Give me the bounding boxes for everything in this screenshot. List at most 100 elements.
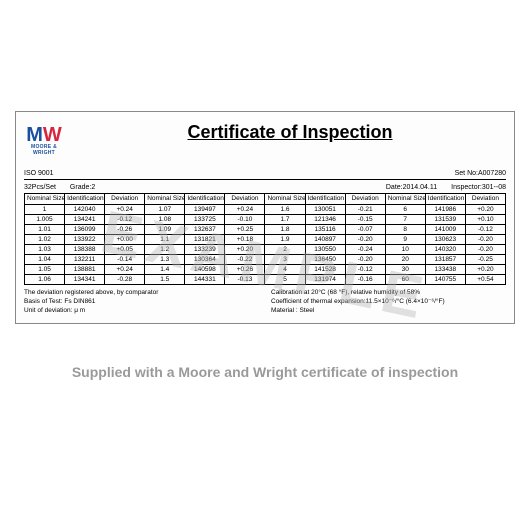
table-cell: 30 [385,264,425,274]
table-cell: -0.13 [225,274,265,284]
th-ident: Identification Number [65,193,105,204]
certificate-card: MW MOORE & WRIGHT Certificate of Inspect… [15,111,515,324]
table-cell: 136099 [65,224,105,234]
meta-setno: Set No:A007280 [455,170,506,177]
table-cell: 140755 [425,274,465,284]
table-cell: 141986 [425,204,465,214]
meta-date: Date:2014.04.11 [386,184,437,191]
table-row: 1.005134241-0.121.08133725-0.101.7121346… [25,214,506,224]
table-cell: -0.25 [465,254,505,264]
table-cell: -0.14 [105,254,145,264]
table-cell: -0.24 [345,244,385,254]
table-cell: 130051 [305,204,345,214]
certificate-title: Certificate of Inspection [74,122,506,143]
th-ident: Identification Number [425,193,465,204]
footer-left: The deviation registered above, by compa… [24,288,259,315]
table-cell: 1.2 [145,244,185,254]
table-cell: 140897 [305,234,345,244]
table-cell: -0.22 [225,254,265,264]
table-cell: 1.7 [265,214,305,224]
table-cell: 130550 [305,244,345,254]
table-cell: 131974 [305,274,345,284]
table-cell: 2 [265,244,305,254]
image-caption: Supplied with a Moore and Wright certifi… [72,364,458,380]
certificate-footer: The deviation registered above, by compa… [24,288,506,315]
th-dev: Deviation [465,193,505,204]
table-cell: 134341 [65,274,105,284]
th-nominal: Nominal Size [265,193,305,204]
table-cell: 1.05 [25,264,65,274]
table-cell: 6 [385,204,425,214]
table-cell: +0.24 [105,204,145,214]
th-dev: Deviation [105,193,145,204]
table-cell: 140320 [425,244,465,254]
table-cell: 136450 [305,254,345,264]
table-cell: 133922 [65,234,105,244]
table-cell: 138388 [65,244,105,254]
table-cell: 1.3 [145,254,185,264]
table-cell: 121346 [305,214,345,224]
footer-l3: Unit of deviation: μ m [24,306,259,315]
table-row: 1.02133922+0.001.1131821+0.181.9140897-0… [25,234,506,244]
meta-row-2: 32Pcs/Set Grade:2 Date:2014.04.11 Inspec… [24,184,506,193]
meta-pcs: 32Pcs/Set [24,184,56,191]
table-cell: 1.07 [145,204,185,214]
meta-iso: ISO 9001 [24,170,54,177]
table-cell: 144331 [185,274,225,284]
footer-l2: Basis of Test: Fs DIN861 [24,297,259,306]
table-cell: 131857 [425,254,465,264]
table-cell: 4 [265,264,305,274]
table-cell: 1.5 [145,274,185,284]
table-row: 1142040+0.241.07139497+0.241.6130051-0.2… [25,204,506,214]
footer-r3: Material : Steel [271,306,506,315]
table-cell: 130623 [425,234,465,244]
table-cell: -0.16 [345,274,385,284]
brand-logo: MW MOORE & WRIGHT [24,118,64,166]
table-cell: 20 [385,254,425,264]
table-row: 1.01136099-0.261.09132637+0.251.8135116-… [25,224,506,234]
logo-subtext: MOORE & WRIGHT [24,144,64,156]
table-cell: -0.26 [105,224,145,234]
logo-m: M [26,124,43,146]
table-cell: -0.20 [465,234,505,244]
table-cell: 1.9 [265,234,305,244]
table-row: 1.04132211-0.141.3130364-0.223136450-0.2… [25,254,506,264]
table-cell: 141009 [425,224,465,234]
th-nominal: Nominal Size [385,193,425,204]
table-cell: -0.12 [345,264,385,274]
measurements-table: Nominal Size Identification Number Devia… [24,193,506,285]
logo-w: W [43,124,62,146]
table-cell: 139497 [185,204,225,214]
table-cell: 141528 [305,264,345,274]
table-cell: 10 [385,244,425,254]
footer-r1: Calibration at 20°C (68 °F), relative hu… [271,288,506,297]
table-cell: 1.06 [25,274,65,284]
table-cell: 8 [385,224,425,234]
table-cell: 5 [265,274,305,284]
th-dev: Deviation [345,193,385,204]
table-cell: 1.1 [145,234,185,244]
certificate-header: MW MOORE & WRIGHT Certificate of Inspect… [24,118,506,166]
table-cell: 131821 [185,234,225,244]
th-ident: Identification Number [305,193,345,204]
table-cell: 140598 [185,264,225,274]
table-cell: -0.12 [105,214,145,224]
table-cell: +0.25 [225,224,265,234]
table-cell: -0.07 [345,224,385,234]
table-cell: 9 [385,234,425,244]
table-cell: 1.6 [265,204,305,214]
table-cell: 133438 [425,264,465,274]
table-cell: 1.005 [25,214,65,224]
table-cell: 1.01 [25,224,65,234]
table-cell: +0.10 [465,214,505,224]
table-cell: 142040 [65,204,105,214]
table-cell: 1.08 [145,214,185,224]
table-cell: -0.12 [465,224,505,234]
meta-inspector: Inspector:301--08 [451,184,506,191]
table-cell: +0.24 [105,264,145,274]
table-cell: 138881 [65,264,105,274]
footer-l1: The deviation registered above, by compa… [24,288,259,297]
meta-row-1: ISO 9001 Set No:A007280 [24,170,506,180]
table-cell: -0.21 [345,204,385,214]
table-cell: -0.20 [465,244,505,254]
